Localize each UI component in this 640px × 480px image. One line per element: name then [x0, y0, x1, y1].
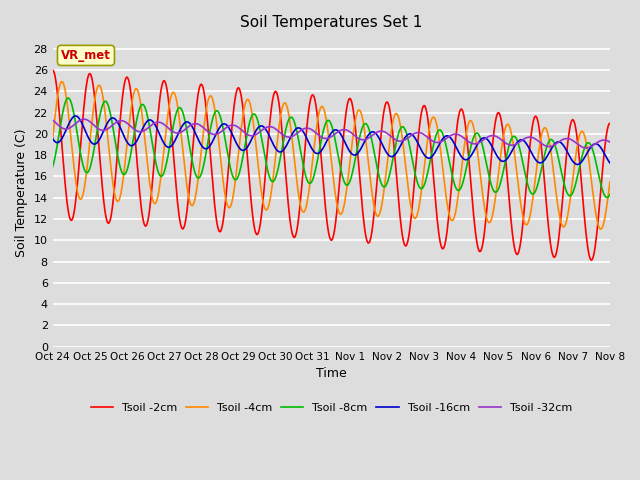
Tsoil -8cm: [606, 192, 614, 197]
Tsoil -32cm: [416, 130, 424, 136]
Tsoil -16cm: [416, 144, 424, 150]
Tsoil -4cm: [49, 136, 56, 142]
Tsoil -2cm: [606, 120, 614, 126]
Tsoil -8cm: [65, 95, 72, 101]
Tsoil -8cm: [400, 124, 408, 130]
Tsoil -16cm: [49, 136, 56, 142]
Line: Tsoil -2cm: Tsoil -2cm: [52, 70, 610, 260]
Tsoil -2cm: [399, 236, 407, 242]
Text: VR_met: VR_met: [61, 49, 111, 62]
Tsoil -2cm: [116, 118, 124, 124]
Tsoil -8cm: [203, 145, 211, 151]
Tsoil -2cm: [202, 105, 210, 111]
Tsoil -16cm: [117, 126, 125, 132]
Line: Tsoil -4cm: Tsoil -4cm: [52, 82, 610, 229]
Tsoil -32cm: [80, 116, 88, 122]
Tsoil -32cm: [49, 117, 56, 123]
Tsoil -4cm: [400, 147, 408, 153]
Tsoil -32cm: [173, 130, 181, 136]
Tsoil -32cm: [400, 138, 408, 144]
Title: Soil Temperatures Set 1: Soil Temperatures Set 1: [240, 15, 422, 30]
Tsoil -32cm: [117, 118, 125, 123]
Tsoil -2cm: [59, 152, 67, 158]
Tsoil -2cm: [415, 125, 423, 131]
X-axis label: Time: Time: [316, 367, 347, 380]
Tsoil -4cm: [117, 191, 125, 196]
Tsoil -8cm: [416, 185, 424, 191]
Tsoil -8cm: [603, 195, 611, 201]
Tsoil -4cm: [596, 226, 604, 232]
Line: Tsoil -32cm: Tsoil -32cm: [52, 119, 610, 148]
Tsoil -8cm: [49, 164, 56, 169]
Tsoil -2cm: [173, 191, 180, 196]
Line: Tsoil -16cm: Tsoil -16cm: [52, 116, 610, 165]
Tsoil -16cm: [72, 113, 80, 119]
Tsoil -8cm: [117, 167, 125, 172]
Tsoil -2cm: [588, 257, 595, 263]
Tsoil -32cm: [606, 139, 614, 145]
Tsoil -16cm: [203, 146, 211, 152]
Tsoil -4cm: [606, 179, 614, 185]
Tsoil -8cm: [173, 107, 181, 113]
Y-axis label: Soil Temperature (C): Soil Temperature (C): [15, 128, 28, 257]
Tsoil -16cm: [573, 162, 581, 168]
Tsoil -4cm: [416, 198, 424, 204]
Tsoil -4cm: [203, 103, 211, 108]
Tsoil -2cm: [49, 67, 56, 73]
Line: Tsoil -8cm: Tsoil -8cm: [52, 98, 610, 198]
Tsoil -16cm: [606, 160, 614, 166]
Tsoil -16cm: [59, 134, 67, 140]
Tsoil -4cm: [173, 102, 181, 108]
Tsoil -32cm: [582, 145, 589, 151]
Tsoil -4cm: [60, 81, 67, 86]
Tsoil -32cm: [59, 125, 67, 131]
Tsoil -16cm: [400, 137, 408, 143]
Tsoil -4cm: [58, 79, 66, 84]
Tsoil -16cm: [173, 132, 181, 138]
Tsoil -32cm: [203, 128, 211, 133]
Legend: Tsoil -2cm, Tsoil -4cm, Tsoil -8cm, Tsoil -16cm, Tsoil -32cm: Tsoil -2cm, Tsoil -4cm, Tsoil -8cm, Tsoi…: [86, 398, 577, 418]
Tsoil -8cm: [59, 109, 67, 115]
